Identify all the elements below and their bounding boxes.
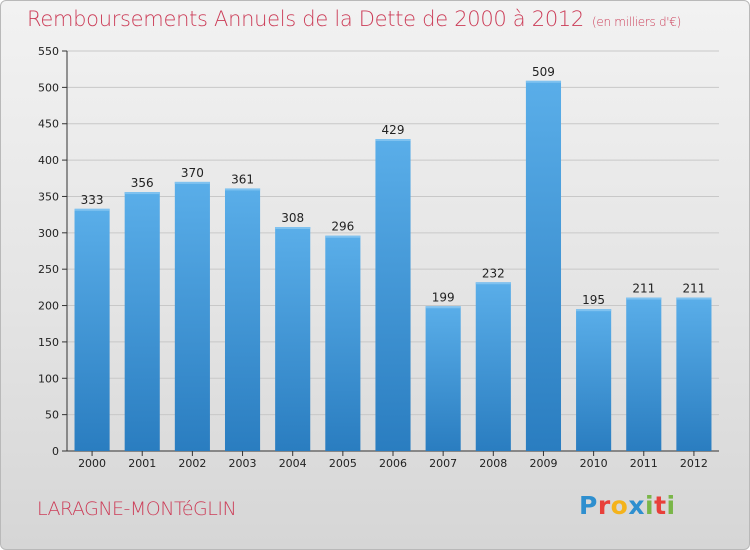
- bar-highlight: [224, 188, 261, 191]
- value-label: 195: [582, 293, 605, 307]
- bar: [525, 80, 562, 452]
- unit-label: (en milliers d'€): [592, 15, 682, 29]
- y-tick-label: 100: [38, 372, 59, 385]
- bar: [676, 297, 712, 451]
- bar: [375, 139, 411, 451]
- bar-highlight: [174, 181, 210, 184]
- y-tick-label: 500: [38, 81, 59, 94]
- value-label: 333: [81, 193, 104, 207]
- value-label: 356: [131, 176, 154, 190]
- y-tick-label: 50: [45, 409, 59, 422]
- value-label: 232: [482, 266, 505, 280]
- value-label: 308: [281, 211, 304, 225]
- proxiti-logo: Proxiti: [579, 491, 676, 520]
- bar: [626, 297, 662, 451]
- bar: [576, 309, 612, 451]
- bar-chart: 0 50 100 150 200 250 300 350 400 450 500 550 333 2000…: [38, 45, 719, 470]
- x-tick-label: 2003: [229, 457, 257, 470]
- y-tick-label: 250: [38, 263, 59, 276]
- logo-letter: o: [610, 491, 629, 520]
- bar: [475, 282, 511, 451]
- y-tick-label: 450: [38, 118, 59, 131]
- bar-highlight: [325, 235, 361, 238]
- x-tick-label: 2006: [379, 457, 407, 470]
- bar-highlight: [576, 309, 612, 312]
- bar-highlight: [525, 80, 562, 83]
- bar: [174, 181, 210, 451]
- value-label: 211: [632, 282, 655, 296]
- y-tick-label: 550: [38, 45, 59, 58]
- bar: [275, 227, 311, 451]
- bar-highlight: [275, 227, 311, 229]
- logo-letter: i: [666, 491, 676, 520]
- value-label: 211: [682, 282, 705, 296]
- y-tick-label: 300: [38, 227, 59, 240]
- y-tick-label: 350: [38, 190, 59, 203]
- bar-highlight: [626, 297, 662, 300]
- logo-letter: P: [579, 491, 598, 520]
- x-tick-label: 2000: [78, 457, 106, 470]
- x-tick-label: 2004: [279, 457, 307, 470]
- value-label: 509: [532, 65, 555, 79]
- bar: [224, 188, 261, 452]
- logo-letter: i: [645, 491, 655, 520]
- bar: [425, 306, 461, 451]
- x-tick-label: 2012: [680, 457, 708, 470]
- x-tick-label: 2007: [429, 457, 457, 470]
- value-label: 361: [231, 172, 254, 186]
- bar-highlight: [74, 208, 110, 211]
- value-label: 296: [331, 220, 354, 234]
- bar-highlight: [375, 139, 411, 141]
- logo-letter: r: [597, 491, 611, 520]
- x-tick-label: 2009: [529, 457, 557, 470]
- chart-title: Remboursements Annuels de la Dette de 20…: [27, 7, 681, 31]
- x-tick-label: 2008: [479, 457, 507, 470]
- bar-highlight: [425, 306, 461, 309]
- x-tick-label: 2011: [630, 457, 658, 470]
- x-tick-label: 2001: [128, 457, 156, 470]
- x-tick-label: 2005: [329, 457, 357, 470]
- bar-highlight: [676, 297, 712, 300]
- logo-letter: x: [628, 491, 645, 520]
- value-label: 429: [382, 123, 405, 137]
- value-label: 370: [181, 166, 204, 180]
- logo-letter: t: [654, 491, 667, 520]
- bar-highlight: [124, 192, 160, 195]
- bar: [74, 208, 110, 451]
- bar: [325, 235, 361, 451]
- labels: 0 50 100 150 200 250 300 350 400 450 500 550 333 2000…: [38, 45, 708, 470]
- y-tick-label: 0: [52, 445, 59, 458]
- commune-name: LARAGNE-MONTéGLIN: [37, 498, 237, 520]
- x-tick-label: 2002: [178, 457, 206, 470]
- x-tick-label: 2010: [580, 457, 608, 470]
- y-tick-label: 400: [38, 154, 59, 167]
- y-tick-label: 200: [38, 300, 59, 313]
- bar: [124, 192, 160, 451]
- y-tick-label: 150: [38, 336, 59, 349]
- bar-highlight: [475, 282, 511, 285]
- value-label: 199: [432, 290, 455, 304]
- bars: [74, 80, 712, 452]
- title-text: Remboursements Annuels de la Dette de 20…: [27, 7, 584, 31]
